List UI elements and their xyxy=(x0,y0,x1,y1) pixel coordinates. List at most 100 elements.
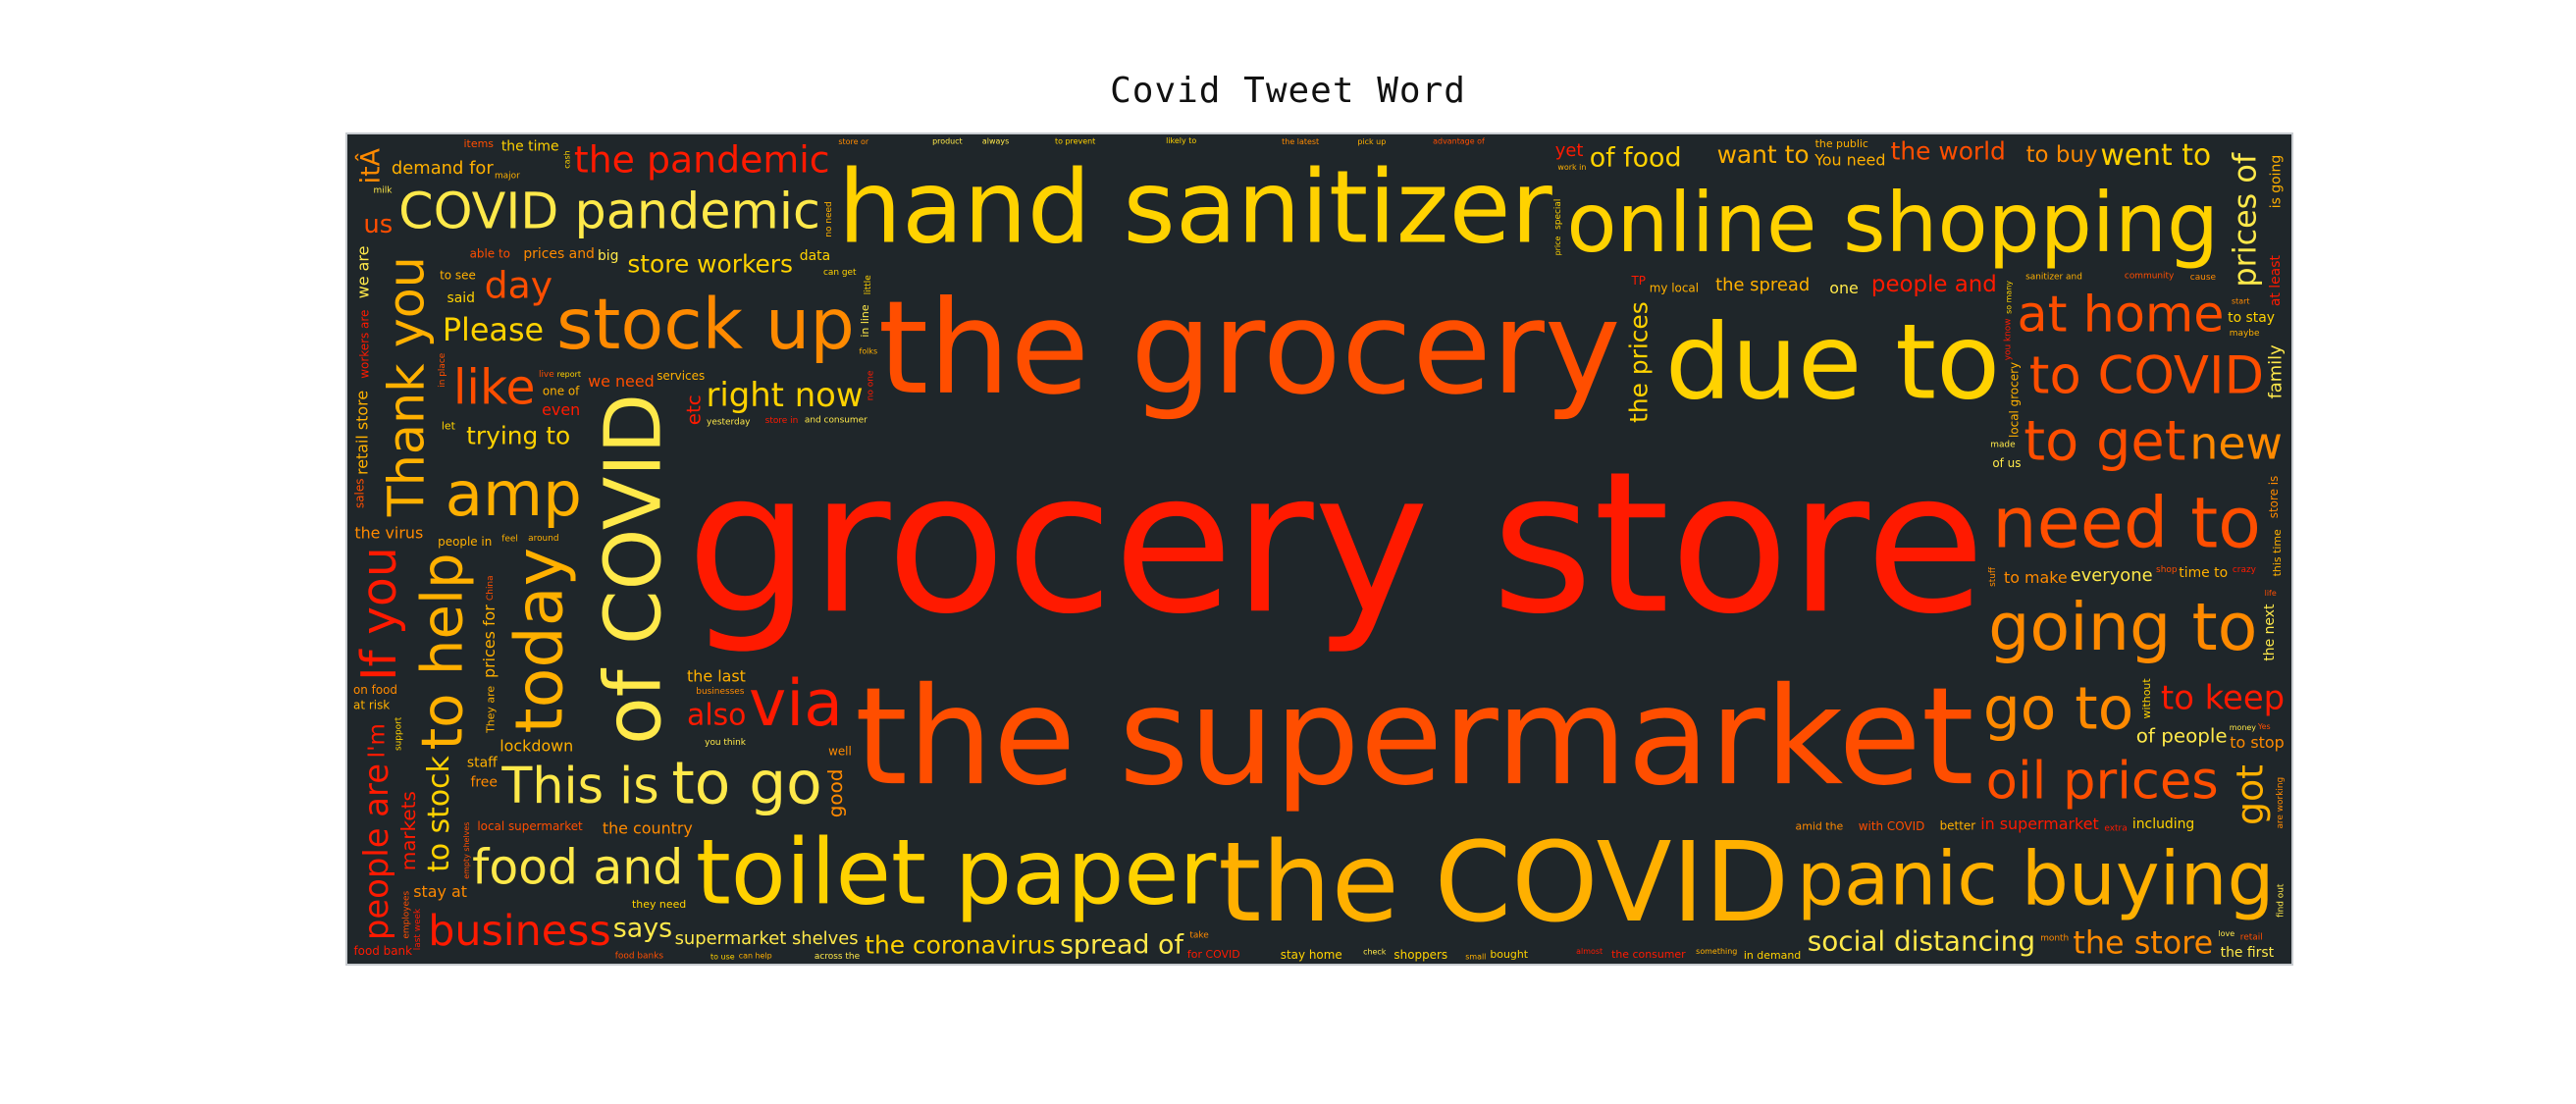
word-9: panic buying xyxy=(1797,836,2275,922)
word-114: on food xyxy=(353,683,397,697)
word-126: the consumer xyxy=(1611,948,1686,961)
word-63: itÂ xyxy=(354,147,386,184)
word-315: TP xyxy=(1630,274,1646,288)
word-34: right now xyxy=(706,376,863,414)
word-33: people are xyxy=(357,763,395,940)
word-49: also xyxy=(687,698,746,732)
word-116: of us xyxy=(1992,456,2021,470)
word-258: employees xyxy=(401,891,411,939)
word-96: with COVID xyxy=(1859,819,1925,833)
word-208: support xyxy=(394,716,404,751)
word-108: workers are xyxy=(357,310,371,379)
word-89: the first xyxy=(2221,945,2275,961)
word-199: crazy xyxy=(2233,565,2257,575)
word-105: to stop xyxy=(2230,733,2284,752)
word-20: to COVID xyxy=(2029,345,2264,405)
word-223: stuff xyxy=(1988,566,1998,587)
word-84: prices and xyxy=(523,246,595,262)
word-115: one of xyxy=(543,384,580,397)
word-272: check xyxy=(1363,948,1387,957)
word-277: major xyxy=(495,172,520,182)
word-381: love xyxy=(2218,929,2234,938)
word-77: You need xyxy=(1814,150,1885,169)
word-184: businesses xyxy=(696,687,744,697)
word-107: stay at xyxy=(413,882,467,901)
word-341: to use xyxy=(710,953,735,962)
word-58: got xyxy=(2228,764,2271,825)
word-27: food and xyxy=(472,840,683,895)
word-358: cash xyxy=(562,150,571,168)
word-101: shoppers xyxy=(1393,948,1447,962)
word-57: everyone xyxy=(2071,565,2153,586)
word-93: the next xyxy=(2262,604,2278,661)
word-139: staff xyxy=(467,755,498,770)
word-2: the grocery xyxy=(878,273,1621,423)
word-188: you know xyxy=(2003,318,2013,360)
word-171: let xyxy=(442,419,456,432)
word-31: social distancing xyxy=(1808,924,2035,957)
word-113: we are xyxy=(354,246,373,299)
word-142: the public xyxy=(1815,137,1868,150)
word-227: cause xyxy=(2190,273,2217,283)
word-145: data xyxy=(800,248,830,264)
word-46: Please xyxy=(443,311,544,348)
word-239: you think xyxy=(705,738,747,748)
word-16: to go xyxy=(671,750,821,817)
word-30: new xyxy=(2189,417,2283,469)
word-54: day xyxy=(485,264,553,307)
word-111: stay home xyxy=(1281,948,1342,962)
word-36: to keep xyxy=(2161,678,2285,716)
word-23: Thank you xyxy=(377,256,435,517)
word-241: shop xyxy=(2156,565,2178,575)
word-32: business xyxy=(428,907,610,956)
word-127: amid the xyxy=(1796,820,1844,833)
word-123: etc xyxy=(682,394,705,425)
word-233: little xyxy=(864,275,873,294)
word-59: the last xyxy=(687,666,746,685)
word-28: If you xyxy=(352,547,407,681)
word-238: China xyxy=(486,575,496,601)
word-274: advantage of xyxy=(1433,137,1485,146)
word-303: price xyxy=(1553,237,1562,256)
word-296: something xyxy=(1696,947,1737,956)
word-68: retail store xyxy=(353,391,372,475)
word-35: spread of xyxy=(1060,929,1183,960)
word-153: without xyxy=(2140,678,2153,719)
word-191: made xyxy=(1990,441,2016,450)
word-60: to make xyxy=(2004,568,2068,587)
word-185: yesterday xyxy=(707,418,751,428)
word-11: need to xyxy=(1992,482,2261,564)
word-158: in line xyxy=(859,304,871,337)
word-204: can get xyxy=(823,268,857,278)
word-324: almost xyxy=(1576,947,1603,956)
word-45: the world xyxy=(1891,136,2006,165)
word-331: life xyxy=(2265,589,2277,598)
word-8: of COVID xyxy=(588,394,679,745)
word-213: sales xyxy=(353,479,367,508)
word-74: the virus xyxy=(354,524,423,543)
word-247: can help xyxy=(739,952,772,961)
word-193: special xyxy=(1553,199,1563,230)
word-128: at least xyxy=(2268,255,2284,307)
word-21: oil prices xyxy=(1986,751,2219,811)
word-237: sanitizer and xyxy=(2025,273,2082,283)
word-92: to stay xyxy=(2228,310,2275,326)
word-29: the pandemic xyxy=(574,138,830,182)
word-225: maybe xyxy=(2230,329,2260,339)
word-12: going to xyxy=(1988,589,2257,665)
word-64: of people xyxy=(2136,724,2228,747)
word-10: stock up xyxy=(556,283,855,365)
word-251: product xyxy=(932,136,963,145)
word-141: free xyxy=(470,775,497,791)
word-245: to prevent xyxy=(1055,136,1095,145)
word-379: store or xyxy=(838,137,869,146)
word-147: bought xyxy=(1490,948,1528,961)
word-152: they need xyxy=(632,898,686,911)
word-61: we need xyxy=(588,372,655,391)
word-81: including xyxy=(2132,816,2194,832)
word-100: people in xyxy=(438,535,492,549)
word-24: COVID pandemic xyxy=(398,183,820,240)
word-138: family xyxy=(2266,344,2287,399)
word-131: for COVID xyxy=(1187,948,1240,961)
